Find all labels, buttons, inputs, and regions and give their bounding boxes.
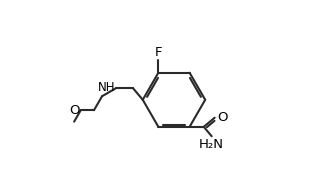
Text: F: F xyxy=(155,46,162,59)
Text: O: O xyxy=(69,104,80,117)
Text: NH: NH xyxy=(98,81,115,94)
Text: H₂N: H₂N xyxy=(199,138,224,151)
Text: O: O xyxy=(217,111,228,124)
